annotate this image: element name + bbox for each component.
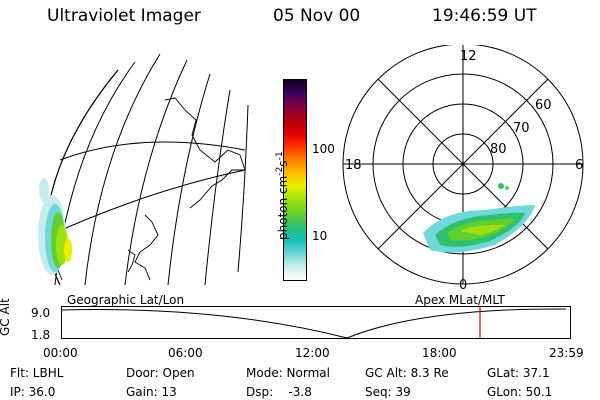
geographic-map [38, 53, 249, 286]
aurora-limb-emission [38, 178, 72, 275]
meridian-line [237, 104, 249, 273]
status-glon: GLon: 50.1 [487, 385, 553, 399]
altitude-curve [61, 308, 567, 339]
status-gc-alt: GC Alt: 8.3 Re [365, 366, 449, 380]
status-dsp: Dsp: -3.8 [246, 385, 312, 399]
status-mode: Mode: Normal [246, 366, 330, 380]
timeline-tick-1800: 18:00 [422, 346, 457, 360]
meridian-line [167, 73, 211, 286]
timeline-tick-1200: 12:00 [295, 346, 330, 360]
status-door: Door: Open [126, 366, 195, 380]
timeline-y-bottom: 1.8 [31, 328, 51, 342]
status-filter: Flt: LBHL [10, 366, 64, 380]
status-ip: IP: 36.0 [10, 385, 56, 399]
color-scale-bar [283, 79, 307, 281]
timeline-axis-label: GC Alt [0, 298, 12, 336]
mlt-label-18: 18 [345, 158, 362, 173]
mlt-label-6: 6 [575, 158, 583, 173]
image-date: 05 Nov 00 [273, 6, 361, 26]
colorbar-tick-100: 100 [312, 142, 335, 156]
lat-label-60: 60 [535, 98, 552, 113]
meridian-line [84, 53, 161, 286]
instrument-title: Ultraviolet Imager [47, 6, 201, 26]
status-gain: Gain: 13 [126, 385, 177, 399]
timeline-frame [61, 306, 571, 339]
lat-label-80: 80 [490, 142, 507, 157]
auroral-oval [423, 183, 535, 253]
timeline-right-label: Apex MLat/MLT [415, 293, 505, 307]
status-seq: Seq: 39 [365, 385, 411, 399]
mlt-diag [377, 78, 549, 250]
lat-label-70: 70 [513, 121, 530, 136]
coastline [164, 97, 246, 209]
meridian-line [204, 89, 231, 286]
parallel-line [49, 169, 246, 236]
meridian-line [124, 59, 188, 286]
parallel-line [59, 141, 246, 161]
mlt-label-0: 0 [459, 278, 467, 293]
timeline-tick-0000: 00:00 [43, 346, 78, 360]
coastline [134, 214, 159, 281]
mlt-label-12: 12 [460, 49, 477, 64]
colorbar-units-label: photon cm-2s-1 [275, 151, 290, 240]
timeline-y-top: 9.0 [31, 306, 51, 320]
colorbar-tick-10: 10 [312, 229, 328, 243]
orbit-altitude-plot [61, 306, 571, 339]
timeline-tick-0600: 06:00 [168, 346, 203, 360]
polar-mlt-plot: 12 18 6 0 60 70 80 [342, 45, 584, 293]
image-time: 19:46:59 UT [432, 6, 537, 26]
timeline-tick-2359: 23:59 [549, 346, 584, 360]
timeline-left-label: Geographic Lat/Lon [67, 293, 185, 307]
coastline [127, 249, 136, 273]
status-glat: GLat: 37.1 [487, 366, 550, 380]
